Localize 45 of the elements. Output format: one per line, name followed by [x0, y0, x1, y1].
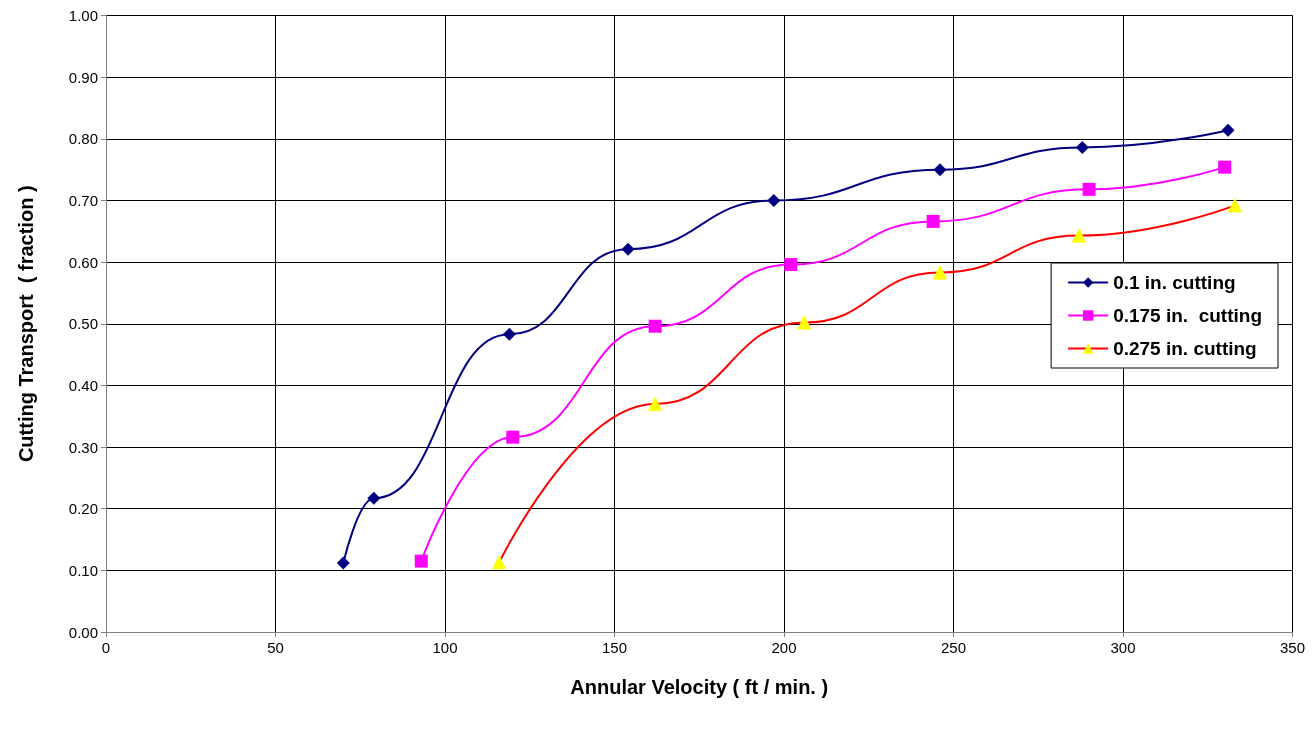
y-tick-label: 0.30 — [68, 438, 98, 456]
y-tick-label: 0.70 — [68, 191, 98, 209]
point — [797, 315, 812, 330]
y-tick-label: 1.00 — [68, 7, 98, 24]
x-tick-label: 50 — [267, 639, 284, 656]
point — [1082, 182, 1096, 196]
point — [648, 396, 663, 411]
y-tick-label: 0.00 — [68, 623, 98, 641]
point — [767, 193, 781, 207]
x-tick-label: 250 — [940, 639, 967, 656]
y-tick-label: 0.90 — [68, 68, 98, 86]
point — [621, 242, 635, 256]
point — [502, 327, 516, 341]
y-tick-label: 0.60 — [68, 253, 98, 271]
point — [367, 491, 381, 505]
y-tick-label: 0.10 — [68, 561, 98, 579]
point — [492, 555, 507, 570]
point — [932, 265, 947, 280]
point — [933, 163, 947, 177]
point — [1227, 198, 1242, 213]
y-tick-label: 0.80 — [68, 130, 98, 148]
x-tick-label: 150 — [601, 639, 628, 656]
legend-label: 0.175 in. cutting — [1113, 305, 1263, 326]
x-tick-label: 350 — [1279, 639, 1305, 656]
point — [926, 214, 940, 228]
x-axis-title: Annular Velocity ( ft / min. ) — [570, 676, 829, 698]
point — [1221, 123, 1235, 137]
point — [1075, 140, 1089, 154]
legend-label: 0.275 in. cutting — [1113, 338, 1257, 359]
point — [336, 556, 350, 570]
point — [1071, 228, 1086, 243]
y-tick-label: 0.20 — [68, 500, 98, 518]
point — [784, 258, 798, 272]
x-tick-label: 0 — [101, 639, 111, 656]
x-tick-label: 100 — [432, 639, 458, 656]
y-tick-label: 0.40 — [68, 376, 98, 394]
y-axis-title: Cutting Transport ( fraction ) — [15, 185, 37, 463]
x-tick-label: 300 — [1110, 639, 1136, 656]
x-tick-label: 200 — [771, 639, 797, 656]
point — [1218, 160, 1232, 174]
point — [506, 430, 520, 444]
point — [648, 319, 662, 333]
legend-label: 0.1 in. cutting — [1113, 272, 1236, 293]
point — [414, 554, 428, 568]
y-tick-label: 0.50 — [68, 315, 98, 333]
